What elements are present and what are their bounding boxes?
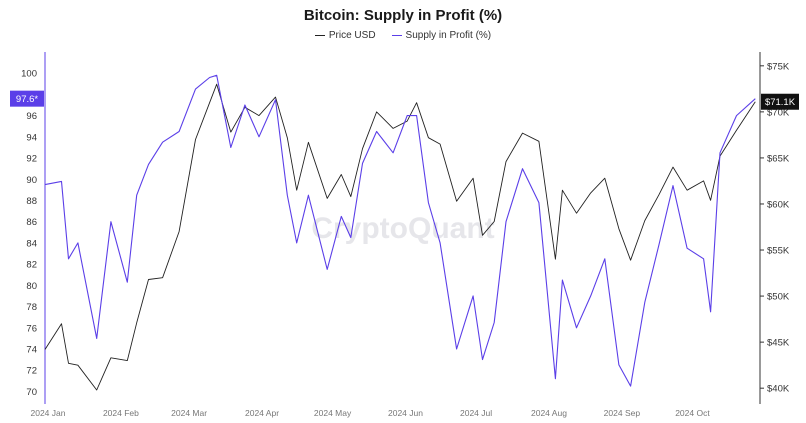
x-tick-label-9: 2024 Oct (675, 408, 710, 418)
left-tick-label-3: 76 (26, 323, 37, 334)
right-tick-label-0: $40K (767, 384, 790, 395)
x-tick-label-1: 2024 Feb (103, 408, 139, 418)
right-tick-label-4: $60K (767, 199, 790, 210)
left-tick-label-10: 90 (26, 175, 37, 186)
left-tick-label-11: 92 (26, 154, 37, 165)
left-tick-label-1: 72 (26, 366, 37, 377)
legend-label-price: Price USD (328, 30, 376, 41)
watermark: CryptoQuant (311, 212, 494, 245)
right-tick-label-7: $75K (767, 61, 790, 72)
left-tick-label-6: 82 (26, 260, 37, 271)
x-tick-label-5: 2024 Jun (388, 408, 423, 418)
left-tick-label-2: 74 (26, 344, 37, 355)
x-tick-label-4: 2024 May (314, 408, 352, 418)
right-tick-label-6: $70K (767, 107, 790, 118)
x-tick-label-2: 2024 Mar (171, 408, 207, 418)
left-tick-label-8: 86 (26, 217, 37, 228)
legend-label-supply: Supply in Profit (%) (405, 30, 492, 41)
right-tick-label-5: $65K (767, 153, 790, 164)
x-tick-label-8: 2024 Sep (604, 408, 641, 418)
price-current-label: $71.1K (765, 97, 796, 108)
left-tick-label-12: 94 (26, 132, 37, 143)
left-tick-label-5: 80 (26, 281, 37, 292)
left-tick-label-9: 88 (26, 196, 37, 207)
chart-title: Bitcoin: Supply in Profit (%) (303, 7, 503, 24)
left-tick-label-13: 96 (26, 111, 37, 122)
x-tick-label-3: 2024 Apr (245, 408, 279, 418)
left-tick-label-4: 78 (26, 302, 37, 313)
legend-item-supply[interactable]: Supply in Profit (%) (391, 30, 492, 41)
x-tick-label-0: 2024 Jan (31, 408, 66, 418)
legend-swatch-supply (391, 35, 402, 36)
series-line-price (44, 83, 756, 391)
right-tick-label-1: $45K (767, 338, 790, 349)
legend-swatch-price (314, 35, 325, 36)
legend: Price USD Supply in Profit (%) (0, 30, 806, 41)
legend-item-price[interactable]: Price USD (314, 30, 376, 41)
right-tick-label-3: $55K (767, 246, 790, 257)
price-current-badge (761, 93, 799, 110)
supply-current-badge (10, 90, 44, 107)
left-tick-label-0: 70 (26, 387, 37, 398)
right-tick-label-2: $50K (767, 292, 790, 303)
x-tick-label-6: 2024 Jul (460, 408, 492, 418)
x-tick-label-7: 2024 Aug (531, 408, 567, 418)
left-tick-label-15: 100 (21, 69, 37, 80)
left-tick-label-7: 84 (26, 238, 37, 249)
supply-current-label: 97.6* (16, 94, 38, 105)
series-line-supply (44, 74, 756, 387)
